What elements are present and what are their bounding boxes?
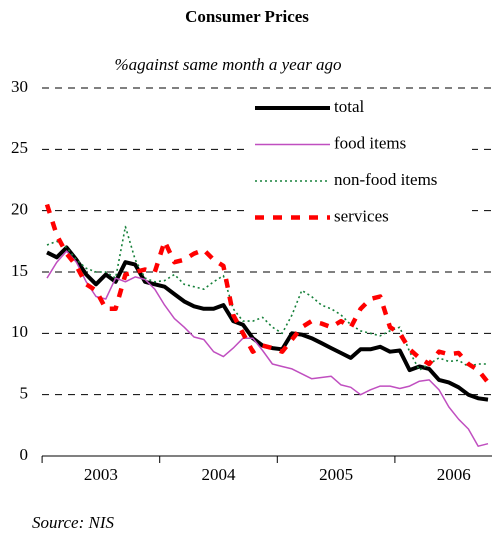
legend-label: non-food items [334,170,437,189]
plot [44,203,490,447]
x-tick-label: 2003 [84,465,118,484]
x-tick-label: 2005 [319,465,353,484]
chart-subtitle: %against same month a year ago [114,55,341,74]
legend: total food items non-food items services [250,94,472,234]
x-tick-label: 2006 [437,465,471,484]
legend-label: services [334,206,389,225]
x-tick-label: 2004 [202,465,237,484]
source: Source: NIS [32,513,114,532]
legend-label: total [334,97,364,116]
series-line [44,203,490,384]
y-tick-label: 15 [11,261,28,280]
y-tick-label: 20 [11,200,28,219]
y-tick-label: 25 [11,138,28,157]
y-tick-label: 5 [20,384,29,403]
legend-box [250,94,472,234]
y-tick-label: 10 [11,322,28,341]
series-line [46,245,489,402]
legend-label: food items [334,133,406,152]
series-line [46,250,489,447]
y-tick-label: 30 [11,77,28,96]
y-tick-label: 0 [20,445,29,464]
chart-title: Consumer Prices [185,7,309,26]
